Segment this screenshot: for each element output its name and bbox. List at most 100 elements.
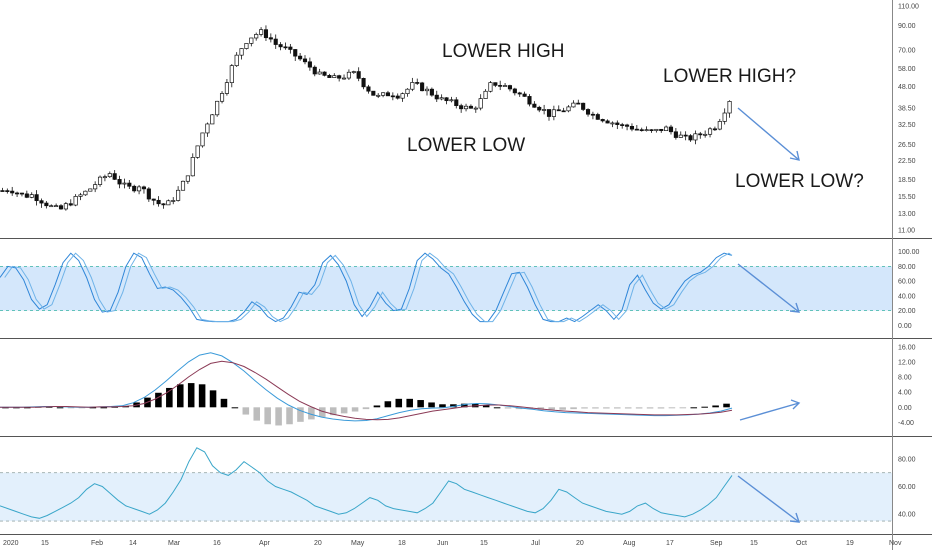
macd-histogram-bar xyxy=(559,407,566,410)
candle xyxy=(512,87,517,96)
macd-histogram-bar xyxy=(209,390,217,408)
stochastic-pane[interactable] xyxy=(0,252,892,323)
candle xyxy=(507,84,513,92)
candle xyxy=(668,124,674,135)
rsi-down-arrow[interactable] xyxy=(737,475,801,523)
price-y-tick-label: 70.00 xyxy=(898,47,916,54)
candle xyxy=(522,91,527,97)
macd-histogram-bar xyxy=(581,407,588,409)
macd-histogram-bar xyxy=(482,405,490,408)
candle xyxy=(107,171,112,178)
macd-histogram-bar xyxy=(297,407,304,422)
candle xyxy=(15,191,20,197)
candle xyxy=(151,198,156,206)
candle xyxy=(673,128,678,140)
stochastic-k-line xyxy=(0,252,733,323)
macd-histogram-bar xyxy=(2,407,9,409)
x-tick-label: Jun xyxy=(437,540,448,547)
candle xyxy=(283,42,288,50)
stochastic-y-tick-label: 80.00 xyxy=(898,264,916,271)
candle xyxy=(341,74,347,80)
x-tick-label: Jul xyxy=(531,540,540,547)
macd-histogram-bar xyxy=(461,403,468,408)
candle xyxy=(49,204,54,208)
candle xyxy=(293,49,298,61)
candle xyxy=(122,178,127,189)
candle xyxy=(317,68,322,75)
price-pane[interactable] xyxy=(0,25,732,211)
x-tick-label: May xyxy=(351,540,365,547)
rsi-line xyxy=(0,447,733,519)
candle xyxy=(439,94,444,101)
candle xyxy=(29,192,34,199)
candle xyxy=(54,203,59,208)
candle xyxy=(639,127,644,132)
x-tick-label: Nov xyxy=(889,540,902,547)
candle xyxy=(229,64,234,88)
price-down-arrow[interactable] xyxy=(737,107,800,161)
macd-y-tick-label: 8.00 xyxy=(898,375,912,382)
candle xyxy=(224,79,229,96)
drawn-arrows[interactable] xyxy=(737,107,801,523)
macd-histogram-bar xyxy=(24,407,31,409)
candle xyxy=(215,100,220,117)
macd-signal-line xyxy=(0,360,733,421)
candle xyxy=(234,52,239,67)
x-tick-label: 15 xyxy=(41,540,49,547)
stochastic-y-tick-label: 60.00 xyxy=(898,279,916,286)
candle xyxy=(654,128,659,133)
candle xyxy=(361,77,366,90)
candle xyxy=(156,196,161,207)
stochastic-band xyxy=(0,266,892,311)
x-tick-label: Oct xyxy=(796,540,807,547)
candle xyxy=(19,192,25,197)
macd-pane[interactable] xyxy=(0,352,733,426)
macd-y-tick-label: 0.00 xyxy=(898,405,912,412)
stochastic-y-tick-label: 100.00 xyxy=(898,249,920,256)
candle xyxy=(620,122,625,129)
macd-histogram-bar xyxy=(198,384,206,408)
macd-histogram-bar xyxy=(570,407,577,410)
candle xyxy=(132,184,137,193)
macd-histogram-bar xyxy=(242,407,250,415)
candle xyxy=(605,119,610,124)
x-tick-label: 19 xyxy=(846,540,854,547)
candle xyxy=(722,108,727,125)
candle xyxy=(44,201,49,209)
candle xyxy=(532,101,537,108)
candle xyxy=(351,70,356,74)
candle xyxy=(405,88,410,97)
annotation-lower-high: LOWER HIGH xyxy=(442,41,564,62)
candle xyxy=(410,77,415,92)
candle xyxy=(327,73,332,78)
candle xyxy=(278,42,283,51)
candle xyxy=(561,107,566,113)
macd-histogram-bar xyxy=(166,387,173,408)
x-tick-label: 15 xyxy=(480,540,488,547)
macd-up-arrow[interactable] xyxy=(739,399,801,421)
macd-y-tick-label: 12.00 xyxy=(898,359,916,366)
stochastic-y-tick-label: 20.00 xyxy=(898,308,916,315)
candle xyxy=(180,180,186,191)
macd-histogram-bar xyxy=(220,398,228,408)
macd-histogram-bar xyxy=(614,407,621,409)
macd-y-axis: 16.00 12.00 8.00 4.00 0.00 -4.00 xyxy=(898,344,916,427)
stochastic-down-arrow[interactable] xyxy=(737,263,801,313)
price-y-tick-label: 13.00 xyxy=(898,211,916,218)
candle xyxy=(629,123,635,132)
candle xyxy=(161,203,166,209)
candle xyxy=(498,80,503,91)
candle xyxy=(141,185,147,194)
x-tick-label: 20 xyxy=(576,540,584,547)
candle xyxy=(371,90,376,96)
candle xyxy=(688,134,693,142)
price-y-tick-label: 11.00 xyxy=(898,228,915,235)
candle xyxy=(415,78,420,85)
candle xyxy=(244,43,249,50)
candle xyxy=(195,145,200,159)
candle xyxy=(424,86,430,96)
candle xyxy=(10,186,15,196)
candle xyxy=(88,188,93,192)
x-tick-label: 17 xyxy=(666,540,674,547)
